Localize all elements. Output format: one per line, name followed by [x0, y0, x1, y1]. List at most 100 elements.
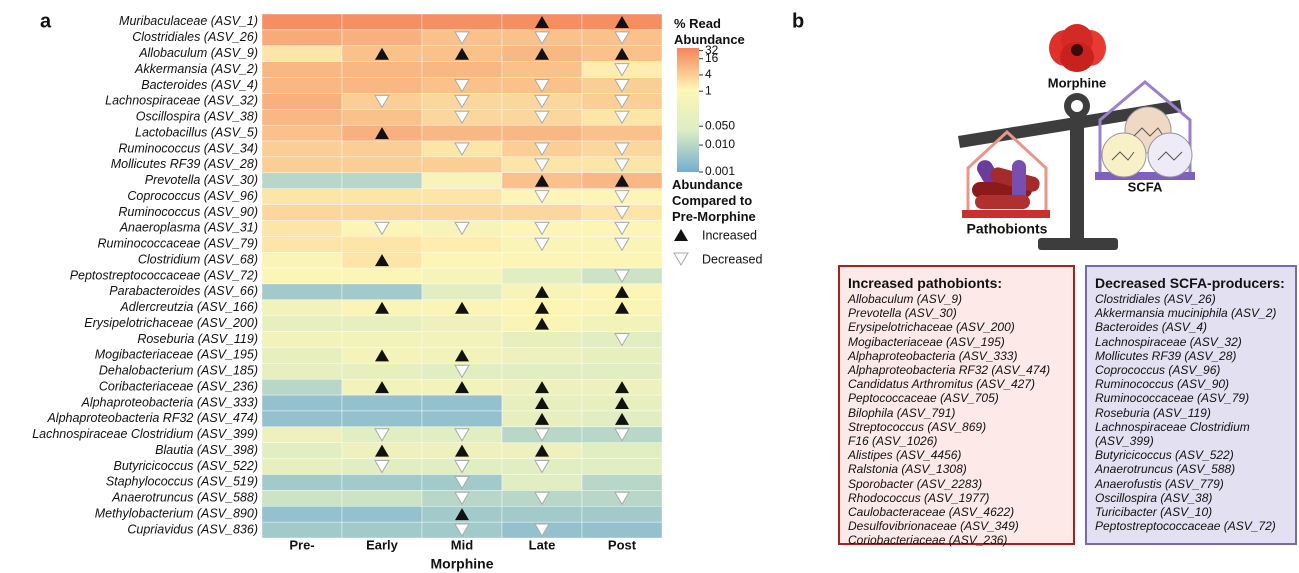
- x-tick-label: Late: [529, 537, 556, 552]
- list-item: Ruminococcus (ASV_90): [1095, 377, 1287, 391]
- heatmap-cell: [262, 93, 342, 109]
- row-label: Mogibacteriaceae (ASV_195): [95, 348, 258, 362]
- heatmap-cell: [502, 62, 582, 78]
- box-title: Increased pathobionts:: [848, 275, 1065, 291]
- heatmap-cell: [262, 14, 342, 30]
- list-item: Mollicutes RF39 (ASV_28): [1095, 349, 1287, 363]
- row-label: Ruminococcus (ASV_90): [118, 205, 258, 219]
- row-label: Lactobacillus (ASV_5): [135, 125, 258, 139]
- heatmap-cell: [262, 236, 342, 252]
- heatmap-cell: [502, 347, 582, 363]
- list-item: Bilophila (ASV_791): [848, 406, 1065, 420]
- heatmap-cell: [582, 316, 662, 332]
- heatmap-cell: [342, 236, 422, 252]
- heatmap-cell: [422, 189, 502, 205]
- heatmap-cell: [262, 173, 342, 189]
- row-label: Lachnospiraceae (ASV_32): [105, 94, 258, 108]
- x-tick-label: Early: [366, 537, 399, 552]
- list-item: Peptococcaceae (ASV_705): [848, 391, 1065, 405]
- list-item: Allobaculum (ASV_9): [848, 292, 1065, 306]
- heatmap-cell: [422, 252, 502, 268]
- row-label: Alphaproteobacteria (ASV_333): [80, 395, 258, 409]
- pan-label: SCFA: [1128, 179, 1163, 194]
- heatmap-cell: [422, 395, 502, 411]
- list-item: Alistipes (ASV_4456): [848, 448, 1065, 462]
- list-item: Anaerofustis (ASV_779): [1095, 477, 1287, 491]
- list-item: Ruminococcaceae (ASV_79): [1095, 391, 1287, 405]
- heatmap-cell: [582, 522, 662, 538]
- heatmap-cell: [342, 411, 422, 427]
- heatmap-cell: [342, 363, 422, 379]
- row-label: Parabacteroides (ASV_66): [109, 284, 258, 298]
- heatmap-cell: [582, 252, 662, 268]
- heatmap-cell: [342, 157, 422, 173]
- row-label: Methylobacterium (ASV_890): [95, 506, 258, 520]
- row-label: Prevotella (ASV_30): [145, 173, 258, 187]
- heatmap-cell: [262, 78, 342, 94]
- list-item: Roseburia (ASV_119): [1095, 406, 1287, 420]
- panel-label: a: [40, 10, 52, 32]
- row-label: Clostridiales (ASV_26): [132, 30, 258, 44]
- heatmap-cell: [342, 332, 422, 348]
- row-label: Oscillospira (ASV_38): [136, 110, 258, 124]
- list-item: Bacteroides (ASV_4): [1095, 320, 1287, 334]
- row-label: Ruminococcus (ASV_34): [118, 141, 258, 155]
- heatmap-cell: [342, 474, 422, 490]
- heatmap-cell: [262, 490, 342, 506]
- list-item: Desulfovibrionaceae (ASV_349): [848, 519, 1065, 533]
- row-label: Clostridium (ASV_68): [138, 252, 258, 266]
- list-item: Coprococcus (ASV_96): [1095, 363, 1287, 377]
- legend-label: Decreased: [702, 252, 762, 266]
- item-list: Clostridiales (ASV_26)Akkermansia mucini…: [1095, 292, 1287, 533]
- row-label: Roseburia (ASV_119): [137, 332, 258, 346]
- heatmap-cell: [262, 30, 342, 46]
- list-item: Sporobacter (ASV_2283): [848, 477, 1065, 491]
- list-item: Butyricicoccus (ASV_522): [1095, 448, 1287, 462]
- x-tick-label: Pre-: [289, 537, 314, 552]
- list-item: Lachnospiraceae Clostridium (ASV_399): [1095, 420, 1287, 448]
- heatmap-cell: [342, 268, 422, 284]
- colorbar-tick-label: 4: [705, 67, 712, 81]
- heatmap-cell: [262, 316, 342, 332]
- heatmap-cell: [262, 443, 342, 459]
- heatmap-cell: [262, 46, 342, 62]
- list-item: Erysipelotrichaceae (ASV_200): [848, 320, 1065, 334]
- heatmap-cell: [342, 78, 422, 94]
- row-label: Blautia (ASV_398): [155, 443, 258, 457]
- item-list: Allobaculum (ASV_9)Prevotella (ASV_30)Er…: [848, 292, 1065, 548]
- list-item: F16 (ASV_1026): [848, 434, 1065, 448]
- heatmap-cell: [262, 411, 342, 427]
- heatmap-cell: [262, 284, 342, 300]
- row-label: Alphaproteobacteria RF32 (ASV_474): [46, 411, 258, 425]
- heatmap-cell: [422, 157, 502, 173]
- box-title: Decreased SCFA-producers:: [1095, 275, 1287, 291]
- heatmap-cell: [342, 173, 422, 189]
- heatmap-cell: [582, 443, 662, 459]
- heatmap-cell: [342, 109, 422, 125]
- heatmap-cell: [422, 14, 502, 30]
- list-item: Rhodococcus (ASV_1977): [848, 491, 1065, 505]
- increased-box: Increased pathobionts: Allobaculum (ASV_…: [838, 265, 1075, 545]
- heatmap-cell: [582, 347, 662, 363]
- heatmap-cell: [422, 173, 502, 189]
- heatmap-cell: [262, 395, 342, 411]
- heatmap-cell: [262, 474, 342, 490]
- colorbar: [677, 48, 699, 172]
- heatmap-cell: [342, 522, 422, 538]
- heatmap-cell: [422, 236, 502, 252]
- heatmap-cell: [262, 300, 342, 316]
- heatmap-cell: [262, 459, 342, 475]
- row-label: Peptostreptococcaceae (ASV_72): [70, 268, 258, 282]
- heatmap-cell: [502, 125, 582, 141]
- heatmap-cell: [502, 268, 582, 284]
- heatmap-cell: [582, 506, 662, 522]
- heatmap-cell: [502, 205, 582, 221]
- heatmap-cell: [422, 268, 502, 284]
- heatmap-cell: [262, 157, 342, 173]
- heatmap-cell: [342, 506, 422, 522]
- heatmap-cell: [502, 506, 582, 522]
- heatmap-cell: [262, 141, 342, 157]
- list-item: Ralstonia (ASV_1308): [848, 462, 1065, 476]
- list-item: Alphaproteobacteria (ASV_333): [848, 349, 1065, 363]
- colorbar-tick-label: 16: [705, 51, 719, 65]
